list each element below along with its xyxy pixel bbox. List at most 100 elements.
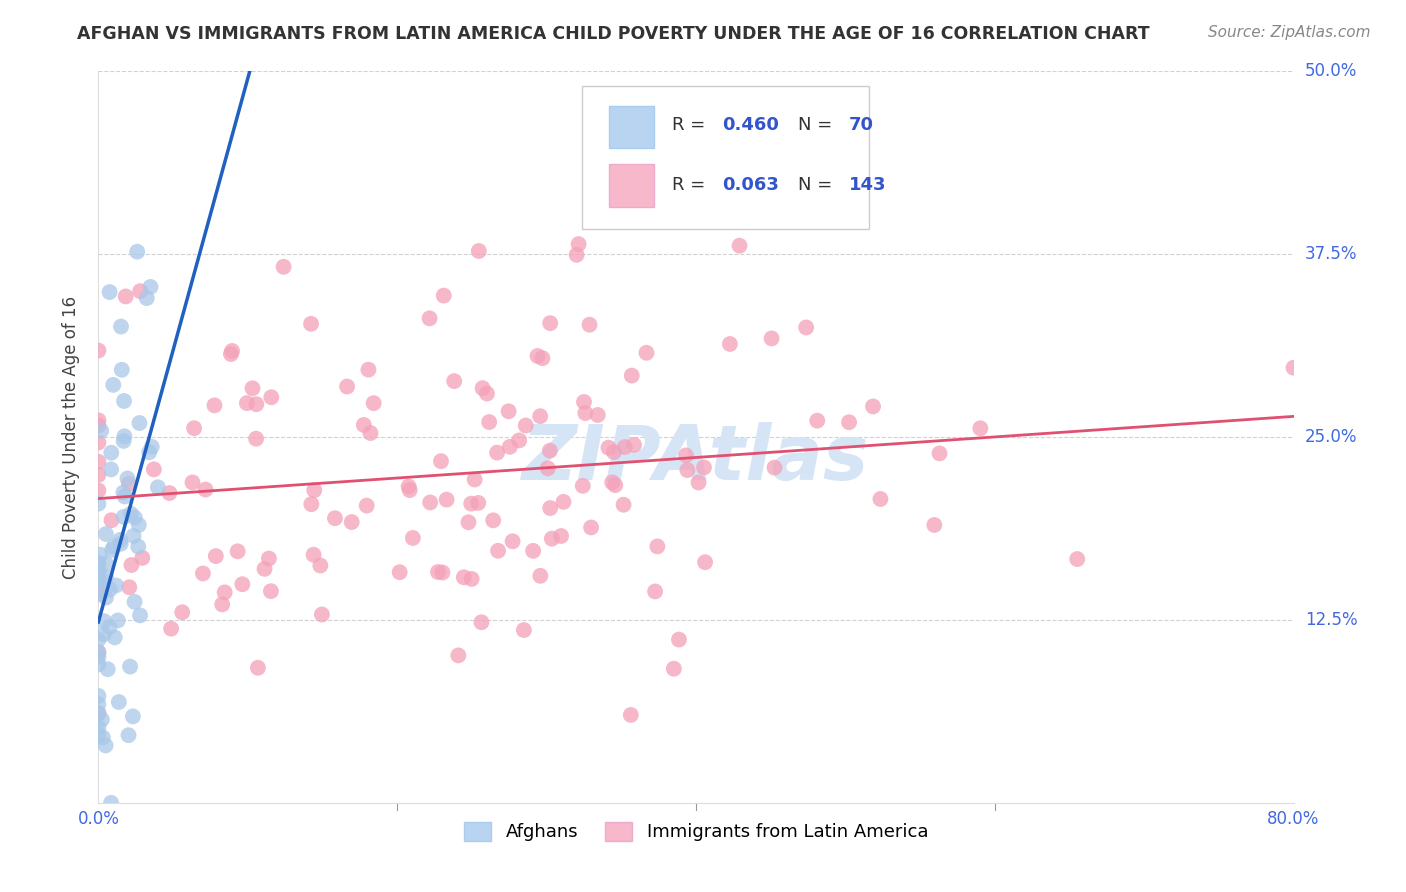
- Point: [636, 346, 658, 360]
- Point: [107, 614, 129, 628]
- Point: [550, 529, 572, 543]
- Text: N =: N =: [797, 117, 838, 135]
- Point: [87, 587, 110, 601]
- Point: [502, 534, 524, 549]
- Point: [108, 695, 131, 709]
- Point: [105, 578, 128, 592]
- Point: [221, 343, 243, 358]
- Point: [129, 284, 152, 298]
- Text: 70: 70: [849, 117, 875, 135]
- Point: [87, 413, 110, 427]
- Point: [103, 377, 125, 392]
- Point: [718, 337, 741, 351]
- Point: [486, 445, 509, 459]
- Point: [498, 404, 520, 418]
- Point: [529, 409, 551, 424]
- Point: [94, 557, 117, 571]
- Legend: Afghans, Immigrants from Latin America: Afghans, Immigrants from Latin America: [457, 814, 935, 848]
- Point: [620, 708, 643, 723]
- Text: N =: N =: [797, 176, 838, 194]
- Point: [538, 443, 561, 458]
- Point: [668, 632, 690, 647]
- Point: [87, 632, 110, 647]
- Point: [257, 551, 280, 566]
- Point: [471, 381, 494, 395]
- Point: [478, 415, 501, 429]
- Point: [359, 425, 381, 440]
- Point: [87, 565, 110, 579]
- Point: [194, 483, 217, 497]
- Point: [676, 463, 699, 477]
- Point: [794, 320, 817, 334]
- Point: [453, 570, 475, 584]
- Point: [486, 543, 509, 558]
- Point: [273, 260, 295, 274]
- Point: [924, 518, 946, 533]
- Point: [127, 540, 149, 554]
- FancyBboxPatch shape: [609, 106, 654, 148]
- Point: [100, 446, 122, 460]
- Point: [688, 475, 710, 490]
- Point: [104, 631, 127, 645]
- Point: [90, 424, 112, 438]
- Point: [565, 248, 588, 262]
- Point: [89, 548, 111, 562]
- Point: [245, 397, 267, 411]
- Point: [526, 349, 548, 363]
- Point: [1282, 360, 1305, 375]
- Point: [499, 440, 522, 454]
- Point: [323, 511, 346, 525]
- Point: [647, 540, 669, 554]
- Point: [160, 622, 183, 636]
- Point: [336, 379, 359, 393]
- Text: AFGHAN VS IMMIGRANTS FROM LATIN AMERICA CHILD POVERTY UNDER THE AGE OF 16 CORREL: AFGHAN VS IMMIGRANTS FROM LATIN AMERICA …: [77, 25, 1150, 43]
- Point: [124, 595, 146, 609]
- Point: [97, 662, 120, 676]
- Point: [98, 620, 121, 634]
- Point: [806, 414, 828, 428]
- Point: [568, 237, 591, 252]
- Point: [529, 568, 551, 582]
- Point: [87, 418, 110, 433]
- Y-axis label: Child Poverty Under the Age of 16: Child Poverty Under the Age of 16: [62, 295, 80, 579]
- Point: [598, 441, 620, 455]
- Point: [87, 573, 110, 587]
- Point: [219, 347, 242, 361]
- Text: 143: 143: [849, 176, 886, 194]
- Point: [128, 518, 150, 533]
- Point: [226, 544, 249, 558]
- Point: [172, 605, 194, 619]
- Point: [579, 520, 602, 534]
- Point: [111, 363, 134, 377]
- Point: [613, 440, 636, 454]
- Point: [112, 394, 135, 409]
- Point: [100, 796, 122, 810]
- Point: [87, 435, 110, 450]
- Point: [87, 720, 110, 734]
- Point: [513, 623, 536, 637]
- Point: [87, 650, 110, 665]
- Point: [430, 454, 453, 468]
- Point: [118, 580, 141, 594]
- Point: [87, 706, 110, 720]
- Point: [353, 417, 375, 432]
- Point: [114, 490, 136, 504]
- Point: [141, 440, 163, 454]
- Point: [508, 434, 530, 448]
- Text: R =: R =: [672, 176, 711, 194]
- Point: [117, 728, 139, 742]
- Point: [260, 390, 283, 404]
- Point: [98, 582, 121, 597]
- Point: [87, 564, 110, 578]
- Point: [103, 540, 125, 554]
- Point: [93, 627, 115, 641]
- Point: [419, 495, 441, 509]
- Point: [620, 368, 643, 383]
- Point: [432, 566, 454, 580]
- Point: [418, 311, 440, 326]
- Point: [120, 507, 142, 521]
- Point: [460, 497, 482, 511]
- Point: [112, 509, 135, 524]
- Point: [87, 483, 110, 498]
- Text: 50.0%: 50.0%: [1305, 62, 1357, 80]
